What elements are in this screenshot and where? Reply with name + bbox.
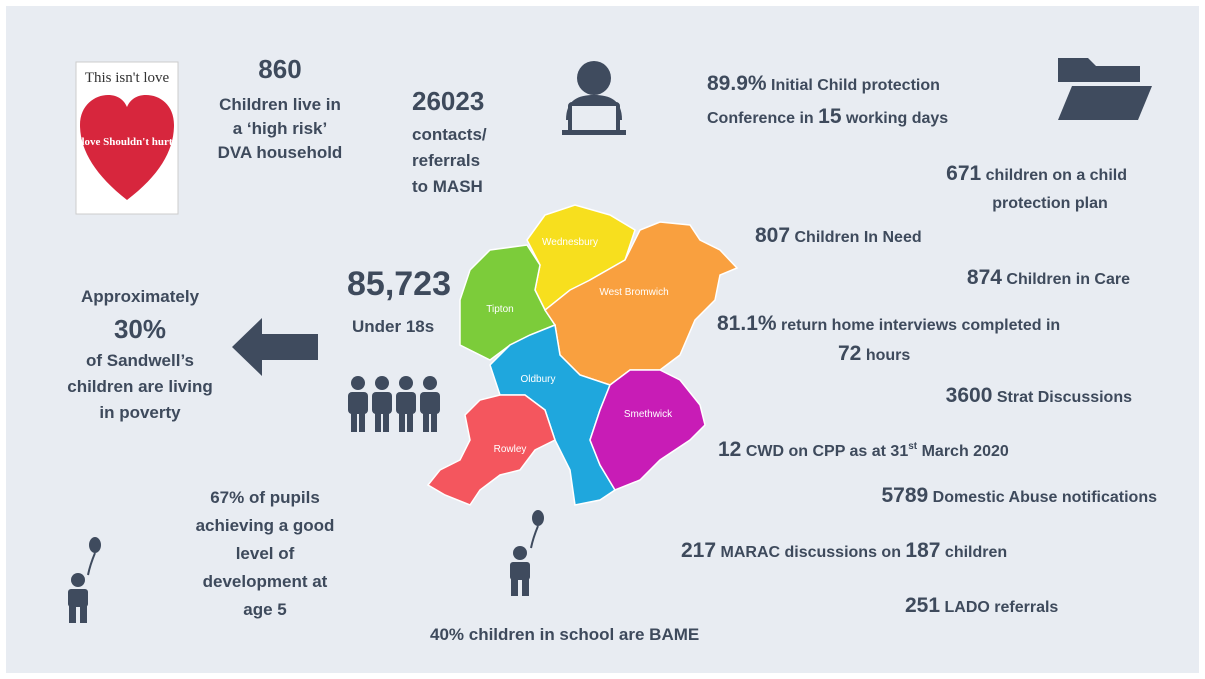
mash-line: contacts/ xyxy=(412,125,487,144)
marac-text: children xyxy=(945,544,1007,561)
cin-text: Children In Need xyxy=(795,229,922,246)
mash-line: to MASH xyxy=(412,177,483,196)
poverty-line: children are living xyxy=(67,377,213,396)
eyfs-line: 67% of pupils xyxy=(210,488,320,507)
region-label: Smethwick xyxy=(624,409,673,420)
da-number: 5789 xyxy=(882,484,929,507)
eyfs-line: level of xyxy=(236,544,295,563)
da-line: 5789 Domestic Abuse notifications xyxy=(882,484,1158,507)
da-text: Domestic Abuse notifications xyxy=(933,489,1157,506)
poster-slogan: love Shouldn't hurt xyxy=(81,136,172,148)
icpc-line: Conference in 15 working days xyxy=(707,105,948,128)
cpp-number: 671 xyxy=(946,162,981,185)
rhi-line: 81.1% return home interviews completed i… xyxy=(717,312,1060,335)
bame-text: 40% children in school are BAME xyxy=(430,625,699,644)
dva-line: DVA household xyxy=(218,143,343,162)
map xyxy=(426,204,739,506)
icpc-days: 15 xyxy=(818,105,842,128)
laptop-user-icon xyxy=(562,61,626,135)
marac-text: MARAC discussions on xyxy=(721,544,901,561)
mash-number: 26023 xyxy=(412,86,484,116)
eyfs-line: age 5 xyxy=(243,600,286,619)
cin-line: 807 Children In Need xyxy=(755,224,922,247)
cic-line: 874 Children in Care xyxy=(967,266,1130,289)
region-label: West Bromwich xyxy=(599,287,668,298)
region-label: Rowley xyxy=(494,444,527,455)
icpc-number: 89.9% xyxy=(707,72,767,95)
cwd-line: 12 CWD on CPP as at 31st March 2020 xyxy=(718,438,1009,461)
poster: This isn't love love Shouldn't hurt xyxy=(75,61,179,215)
strat-number: 3600 xyxy=(946,384,993,407)
icpc-line: 89.9% Initial Child protection xyxy=(707,72,940,95)
cin-number: 807 xyxy=(755,224,790,247)
cpp-line: 671 children on a child xyxy=(946,162,1127,185)
map-region xyxy=(426,394,556,506)
under18-text: Under 18s xyxy=(352,317,434,336)
strat-text: Strat Discussions xyxy=(997,389,1132,406)
region-label: Wednesbury xyxy=(542,237,598,248)
lado-line: 251 LADO referrals xyxy=(905,594,1058,617)
lado-text: LADO referrals xyxy=(945,599,1059,616)
cic-text: Children in Care xyxy=(1006,271,1130,288)
dva-line: Children live in xyxy=(219,95,341,114)
poverty-line: Approximately xyxy=(81,287,200,306)
marac-number: 217 xyxy=(681,539,716,562)
region-label: Oldbury xyxy=(520,374,555,385)
dva-number: 860 xyxy=(258,54,301,84)
under18-number: 85,723 xyxy=(347,265,451,303)
cwd-sup: st xyxy=(908,441,918,452)
poster-title: This isn't love xyxy=(85,70,170,86)
strat-line: 3600 Strat Discussions xyxy=(946,384,1132,407)
icpc-text: working days xyxy=(845,110,948,127)
icpc-text: Initial Child protection xyxy=(771,77,940,94)
rhi-text: return home interviews completed in xyxy=(781,317,1060,334)
dva-line: a ‘high risk’ xyxy=(233,119,327,138)
family-icon xyxy=(348,376,440,432)
cwd-text: CWD on CPP as at 31 xyxy=(746,443,909,460)
poverty-number: 30% xyxy=(114,314,166,344)
lado-number: 251 xyxy=(905,594,940,617)
mash-line: referrals xyxy=(412,151,480,170)
marac-children: 187 xyxy=(905,539,940,562)
cic-number: 874 xyxy=(967,266,1002,289)
icpc-text: Conference in xyxy=(707,110,814,127)
poverty-line: of Sandwell’s xyxy=(86,351,194,370)
rhi-hours: 72 xyxy=(838,342,861,365)
folder-icon xyxy=(1058,58,1152,120)
child-balloon-icon xyxy=(68,537,101,623)
rhi-text: hours xyxy=(866,347,911,364)
map-region xyxy=(589,369,706,491)
cwd-text: March 2020 xyxy=(922,443,1009,460)
marac-line: 217 MARAC discussions on 187 children xyxy=(681,539,1007,562)
poverty-line: in poverty xyxy=(99,403,181,422)
child-balloon-icon xyxy=(510,510,544,596)
cpp-text: children on a child xyxy=(986,167,1127,184)
cwd-number: 12 xyxy=(718,438,741,461)
rhi-line: 72 hours xyxy=(838,342,910,365)
eyfs-line: achieving a good xyxy=(196,516,335,535)
rhi-number: 81.1% xyxy=(717,312,777,335)
arrow-icon xyxy=(232,318,318,376)
eyfs-line: development at xyxy=(203,572,328,591)
region-label: Tipton xyxy=(486,304,513,315)
cpp-text: protection plan xyxy=(992,195,1108,212)
